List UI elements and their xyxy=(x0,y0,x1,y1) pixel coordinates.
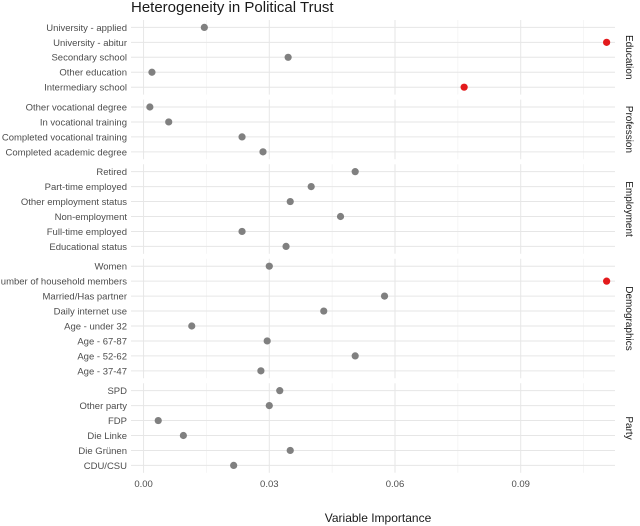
y-tick-label: University - applied xyxy=(46,23,127,34)
panel-background xyxy=(131,99,615,160)
data-point xyxy=(351,168,359,176)
y-tick-label: Age - 67-87 xyxy=(77,336,127,347)
data-point xyxy=(351,352,359,360)
data-point xyxy=(257,367,265,375)
data-point xyxy=(179,431,187,440)
panel-background xyxy=(131,258,615,379)
y-tick-label: CDU/CSU xyxy=(84,461,127,472)
y-tick-label: Women xyxy=(94,262,127,273)
y-tick-label: Other education xyxy=(59,68,127,79)
data-point xyxy=(165,118,173,126)
y-tick-label: SPD xyxy=(107,386,127,397)
y-tick-label: Full-time employed xyxy=(47,227,127,238)
data-point xyxy=(238,133,246,141)
y-tick-label: Other vocational degree xyxy=(26,102,127,113)
y-tick-label: Married/Has partner xyxy=(43,292,127,303)
y-tick-label: Secondary school xyxy=(51,53,127,64)
data-point xyxy=(307,183,315,191)
facet-panel-profession: Other vocational degree In vocational tra… xyxy=(2,99,634,160)
data-point xyxy=(200,23,208,31)
data-point xyxy=(286,197,294,206)
y-tick-label: Other party xyxy=(79,401,127,412)
highlighted-point xyxy=(460,83,468,91)
x-tick-label: 0.03 xyxy=(260,479,279,490)
data-point xyxy=(188,322,196,330)
y-tick-label: Completed vocational training xyxy=(2,132,127,143)
y-tick-label: University - abitur xyxy=(53,38,127,49)
facet-strip-label: Education xyxy=(623,35,634,79)
data-point xyxy=(238,227,246,236)
data-point xyxy=(286,446,294,455)
y-tick-label: Age - 37-47 xyxy=(77,366,127,377)
facet-panel-party: SPD Other party FDP Die Linke Die Grünen CDU/… xyxy=(78,383,634,473)
data-point xyxy=(230,461,238,469)
facet-panel-demographics: Women Number of household members Married/… xyxy=(0,258,634,379)
y-tick-label: Die Linke xyxy=(87,431,127,442)
x-axis-title: Variable Importance xyxy=(325,511,432,525)
y-tick-label: Daily internet use xyxy=(54,306,127,317)
y-tick-label: In vocational training xyxy=(40,117,127,128)
data-point xyxy=(265,402,273,410)
facet-panel-education: University - applied University - abitur S… xyxy=(44,20,634,95)
data-point xyxy=(259,148,267,156)
y-tick-label: Retired xyxy=(96,167,127,178)
y-tick-label: Completed academic degree xyxy=(6,147,127,158)
panel-background xyxy=(131,164,615,254)
data-point xyxy=(154,416,162,425)
data-point xyxy=(148,68,156,76)
data-point xyxy=(265,262,273,270)
facet-strip-label: Demographics xyxy=(623,286,634,350)
data-point xyxy=(263,337,271,345)
highlighted-point xyxy=(603,277,611,285)
y-tick-label: Part-time employed xyxy=(45,182,127,193)
data-point xyxy=(336,212,345,221)
chart-title: Heterogeneity in Political Trust xyxy=(131,0,334,16)
y-tick-label: FDP xyxy=(108,416,127,427)
facet-strip-label: Profession xyxy=(623,106,634,153)
y-tick-label: Die Grünen xyxy=(78,446,127,457)
panel-background xyxy=(131,383,615,473)
data-point xyxy=(146,103,154,111)
y-tick-label: Number of household members xyxy=(0,277,127,288)
x-tick-label: 0.06 xyxy=(386,479,405,490)
y-tick-label: Other employment status xyxy=(21,197,127,208)
y-tick-label: Age - 52-62 xyxy=(77,351,127,362)
y-tick-label: Intermediary school xyxy=(44,83,127,94)
x-tick-label: 0.09 xyxy=(511,479,530,490)
x-tick-label: 0.00 xyxy=(134,479,153,490)
facet-panel-employment: Retired Part-time employed Other employmen… xyxy=(21,164,634,254)
y-tick-label: Educational status xyxy=(49,242,127,253)
data-point xyxy=(320,307,328,315)
data-point xyxy=(284,53,292,61)
data-point xyxy=(282,242,290,250)
facet-strip-label: Employment xyxy=(623,181,634,237)
facet-panels: University - applied University - abitur S… xyxy=(0,20,634,473)
x-axis: 0.00 0.03 0.06 0.09 xyxy=(134,479,530,490)
y-tick-label: Non-employment xyxy=(55,212,128,223)
highlighted-point xyxy=(603,38,611,46)
y-tick-label: Age - under 32 xyxy=(64,321,127,332)
data-point xyxy=(380,292,389,300)
facet-strip-label: Party xyxy=(623,416,634,439)
data-point xyxy=(276,387,284,395)
